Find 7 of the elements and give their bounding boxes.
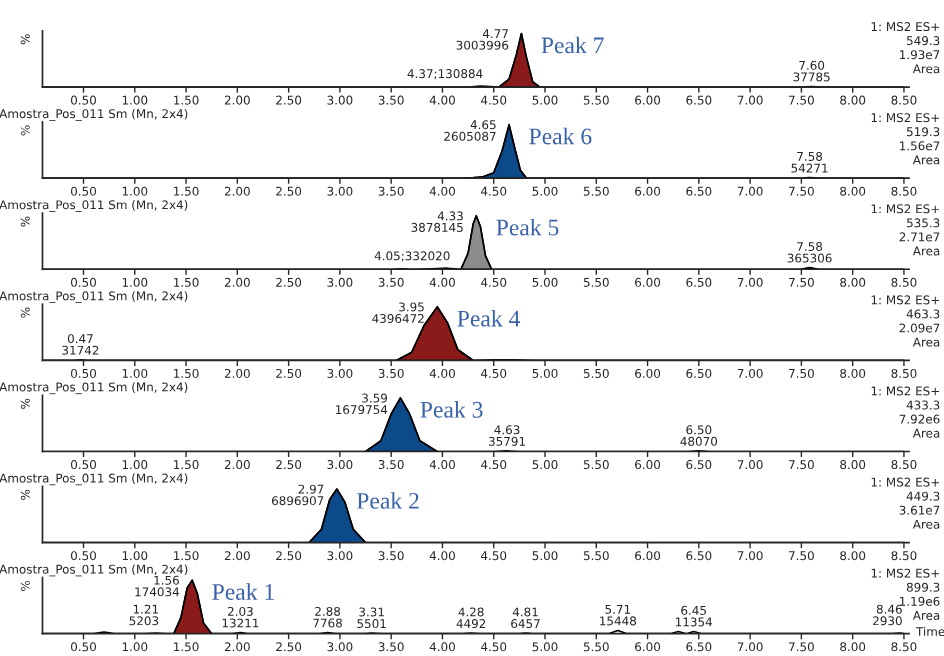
series-label: Peak 7 xyxy=(541,36,604,54)
series-label: Peak 3 xyxy=(420,401,483,418)
series-label: Peak 4 xyxy=(457,310,520,327)
series-label: Peak 2 xyxy=(356,492,419,509)
series-label: Peak 5 xyxy=(496,218,559,236)
series-label: Peak 6 xyxy=(529,127,592,145)
series-label: Peak 1 xyxy=(212,583,274,600)
